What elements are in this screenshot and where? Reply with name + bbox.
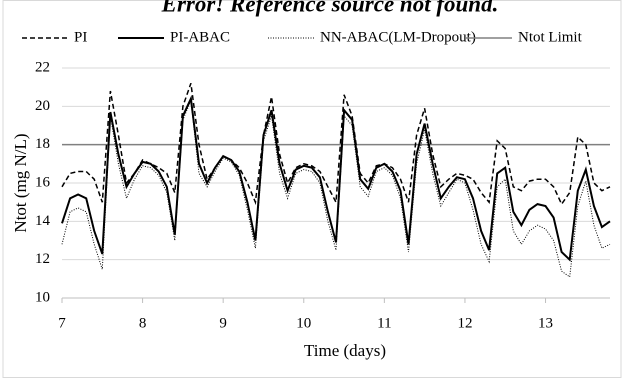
y-axis-label: Ntot (mg N/L) [11, 133, 30, 232]
x-tick-label: 13 [538, 315, 553, 331]
y-tick-label: 10 [35, 289, 50, 305]
x-tick-label: 11 [377, 315, 391, 331]
chart-title: Error! Reference source not found. [161, 0, 499, 16]
x-tick-label: 10 [296, 315, 311, 331]
y-tick-label: 16 [35, 174, 51, 190]
x-tick-label: 8 [139, 315, 147, 331]
y-tick-label: 18 [35, 136, 50, 152]
series-line [61, 95, 611, 262]
y-tick-label: 22 [35, 59, 50, 75]
y-tick-label: 12 [35, 251, 50, 267]
legend-label: NN-ABAC(LM-Dropout) [320, 29, 476, 45]
legend-label: PI [74, 29, 87, 45]
y-tick-label: 20 [35, 98, 50, 114]
legend-label: Ntot Limit [518, 29, 583, 45]
y-tick-label: 14 [35, 213, 51, 229]
legend-label: PI-ABAC [170, 29, 230, 45]
x-tick-label: 7 [58, 315, 66, 331]
x-tick-label: 12 [457, 315, 472, 331]
x-tick-label: 9 [219, 315, 227, 331]
x-axis-label: Time (days) [304, 341, 386, 360]
